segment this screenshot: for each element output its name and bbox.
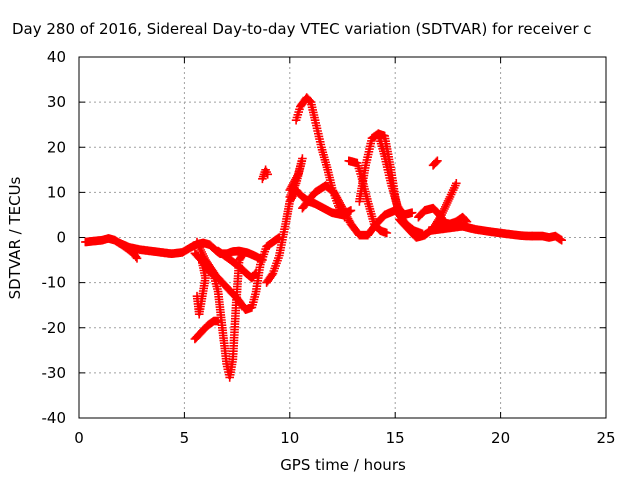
series-17: [414, 203, 472, 229]
y-tick-label: 10: [47, 183, 66, 201]
series-15: [374, 129, 417, 220]
data-point: [557, 235, 566, 245]
series-6: [213, 246, 261, 283]
data-marks: [81, 93, 566, 382]
x-tick-label: 5: [180, 429, 190, 447]
y-tick-label: 0: [56, 229, 66, 247]
y-tick-label: -20: [42, 319, 67, 337]
y-tick-label: -10: [42, 274, 67, 292]
data-point: [382, 228, 392, 238]
x-tick-labels: 0 5 10 15 20 25: [74, 429, 615, 447]
data-point: [346, 206, 356, 215]
axis-ticks: [78, 56, 607, 419]
data-point: [285, 192, 295, 202]
series-18: [428, 156, 442, 170]
series-21: [527, 231, 566, 245]
series-2: [114, 238, 267, 265]
y-axis-label: SDTVAR / TECUs: [6, 176, 24, 299]
data-point: [213, 316, 223, 326]
series-4: [190, 316, 223, 344]
data-point: [250, 269, 260, 279]
y-tick-label: 20: [47, 138, 66, 156]
series-7: [192, 253, 210, 319]
data-point: [432, 157, 441, 167]
data-point: [192, 291, 202, 301]
chart-title: Day 280 of 2016, Sidereal Day-to-day VTE…: [12, 20, 592, 38]
data-point: [433, 156, 442, 166]
x-tick-label: 10: [280, 429, 299, 447]
data-point: [407, 208, 417, 217]
y-tick-label: -40: [42, 409, 67, 427]
series-10: [285, 154, 307, 202]
x-tick-label: 25: [596, 429, 615, 447]
series-11: [258, 165, 272, 184]
grid-lines: [79, 57, 606, 418]
data-point: [251, 268, 261, 277]
data-point: [466, 224, 476, 233]
y-tick-label: 30: [47, 93, 66, 111]
y-tick-label: 40: [47, 48, 66, 66]
data-point: [132, 254, 142, 263]
x-axis-label: GPS time / hours: [280, 456, 406, 474]
series-20: [433, 217, 476, 233]
x-tick-label: 0: [74, 429, 84, 447]
data-point: [263, 170, 272, 179]
x-tick-label: 15: [386, 429, 405, 447]
data-point: [452, 179, 461, 188]
y-tick-label: -30: [42, 364, 67, 382]
x-tick-label: 20: [491, 429, 510, 447]
y-tick-labels: 40 30 20 10 0 -10 -20 -30 -40: [42, 48, 67, 427]
data-point: [239, 249, 248, 258]
data-point: [131, 252, 141, 262]
